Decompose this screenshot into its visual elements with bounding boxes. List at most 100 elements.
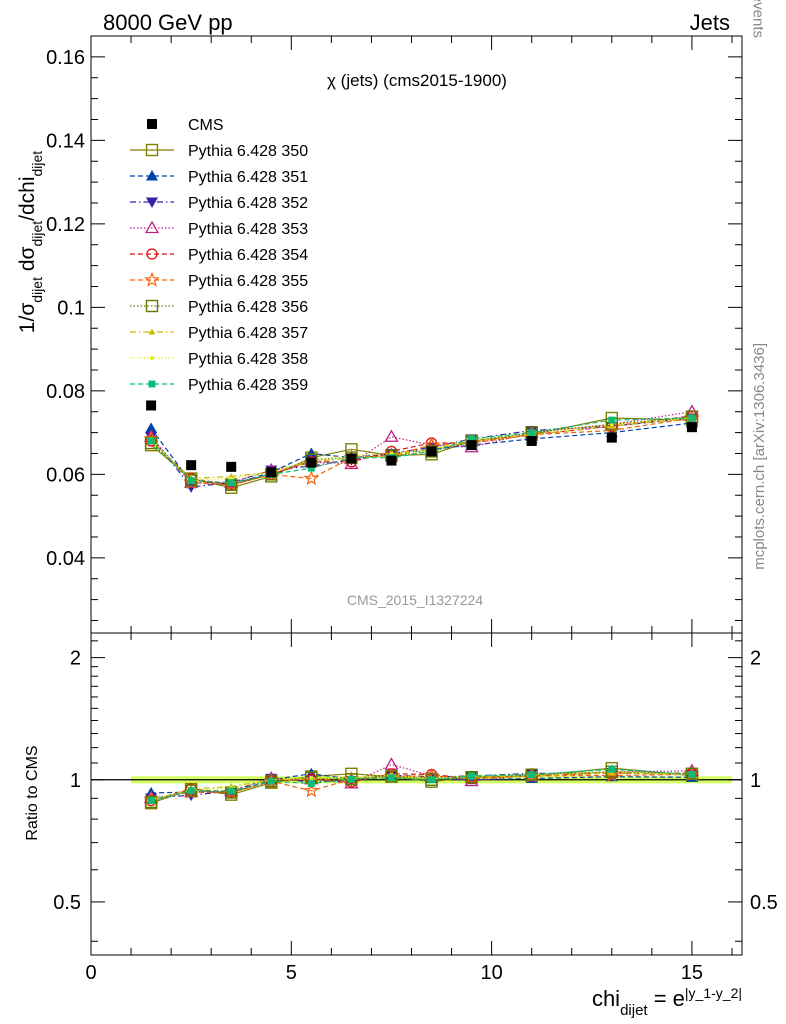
legend-label: Pythia 6.428 358 bbox=[188, 351, 308, 368]
legend-label: Pythia 6.428 359 bbox=[188, 377, 308, 394]
watermark-analysis-id: CMS_2015_I1327224 bbox=[347, 592, 483, 608]
legend-marker bbox=[146, 248, 158, 260]
main-y-tick-label: 0.14 bbox=[46, 130, 85, 152]
data-point bbox=[266, 467, 277, 478]
ratio-point bbox=[227, 787, 235, 795]
legend-marker bbox=[146, 197, 158, 208]
legend-item-pythia-6-428-351: Pythia 6.428 351 bbox=[130, 169, 308, 186]
main-panel: χ (jets) (cms2015-1900) CMS_2015_I132722… bbox=[16, 35, 743, 634]
ratio-line bbox=[150, 773, 692, 800]
data-point bbox=[145, 422, 158, 433]
series-pythia-6-428-356 bbox=[144, 410, 699, 491]
main-x-axis bbox=[90, 36, 733, 633]
legend-label: Pythia 6.428 357 bbox=[188, 325, 308, 342]
ratio-series-group bbox=[143, 757, 700, 810]
ratio-point bbox=[468, 772, 476, 780]
data-point bbox=[426, 446, 437, 457]
x-axis-label: chidijet = e|y_1-y_2| bbox=[592, 985, 742, 1019]
ratio-point bbox=[307, 779, 315, 787]
data-point bbox=[386, 455, 397, 466]
legend-item-pythia-6-428-354: Pythia 6.428 354 bbox=[130, 247, 308, 264]
legend: CMS Pythia 6.428 350 Pythia 6.428 351 Pythi… bbox=[130, 117, 308, 394]
ratio-y-tick-label-right: 1 bbox=[750, 770, 761, 792]
ratio-y-axis-label: Ratio to CMS bbox=[24, 745, 41, 840]
legend-item-pythia-6-428-353: Pythia 6.428 353 bbox=[130, 220, 308, 238]
series-line bbox=[150, 416, 692, 486]
legend-label: Pythia 6.428 351 bbox=[188, 169, 308, 186]
legend-marker bbox=[144, 220, 160, 234]
data-point bbox=[608, 416, 616, 424]
data-point bbox=[307, 464, 315, 472]
main-y-tick-label: 0.04 bbox=[46, 548, 85, 570]
ratio-point bbox=[309, 775, 314, 780]
legend-item-cms: CMS bbox=[147, 117, 224, 134]
main-y-tick-label: 0.1 bbox=[57, 297, 85, 319]
data-point bbox=[528, 429, 536, 437]
legend-marker bbox=[144, 271, 160, 287]
data-point bbox=[468, 435, 476, 443]
legend-label: Pythia 6.428 350 bbox=[188, 143, 308, 160]
chart-title: χ (jets) (cms2015-1900) bbox=[327, 71, 507, 90]
mcplots-reference-label: mcplots.cern.ch [arXiv:1306.3436] bbox=[751, 343, 768, 570]
x-tick-label: 5 bbox=[286, 962, 297, 984]
main-y-tick-label: 0.12 bbox=[46, 214, 85, 236]
ratio-y-tick-label: 0.5 bbox=[53, 892, 81, 914]
ratio-point bbox=[608, 765, 616, 773]
legend-marker bbox=[148, 380, 156, 388]
main-series-group bbox=[143, 400, 700, 494]
series-line bbox=[150, 417, 692, 484]
series-cms bbox=[146, 400, 697, 478]
legend-marker bbox=[148, 328, 156, 335]
ratio-point bbox=[303, 782, 320, 798]
ratio-series-pythia-6-428-355 bbox=[143, 766, 700, 806]
ratio-y-tick-label: 1 bbox=[70, 770, 81, 792]
ratio-y-tick-label: 2 bbox=[70, 648, 81, 670]
ratio-point bbox=[187, 787, 195, 795]
data-point bbox=[147, 437, 155, 445]
ratio-point bbox=[347, 775, 355, 783]
legend-label: Pythia 6.428 352 bbox=[188, 195, 308, 212]
legend-item-pythia-6-428-355: Pythia 6.428 355 bbox=[130, 271, 308, 290]
x-tick-label: 15 bbox=[681, 962, 703, 984]
data-point bbox=[306, 457, 317, 468]
data-point bbox=[146, 400, 157, 411]
data-point bbox=[186, 460, 197, 471]
ratio-y-axis: 0.5 0.5 1 1 2 2 bbox=[53, 640, 778, 942]
ratio-line bbox=[150, 768, 692, 802]
main-y-tick-label: 0.08 bbox=[46, 381, 85, 403]
series-line bbox=[150, 417, 692, 489]
legend-label: CMS bbox=[188, 117, 224, 134]
data-point bbox=[526, 435, 537, 446]
main-y-axis: 0.04 0.06 0.08 0.1 0.12 0.14 0.16 bbox=[46, 47, 742, 621]
ratio-line bbox=[150, 772, 692, 802]
ratio-point bbox=[688, 770, 696, 778]
data-point bbox=[303, 470, 320, 486]
legend-item-pythia-6-428-358: Pythia 6.428 358 bbox=[130, 351, 308, 368]
data-point bbox=[688, 414, 696, 422]
legend-marker bbox=[147, 119, 157, 129]
legend-label: Pythia 6.428 353 bbox=[188, 221, 308, 238]
legend-marker bbox=[145, 143, 159, 157]
main-y-tick-label: 0.16 bbox=[46, 47, 85, 69]
ratio-y-tick-label-right: 0.5 bbox=[750, 892, 778, 914]
ratio-point bbox=[384, 757, 399, 770]
legend-label: Pythia 6.428 356 bbox=[188, 299, 308, 316]
legend-marker bbox=[145, 299, 159, 313]
x-tick-label: 10 bbox=[480, 962, 502, 984]
data-point bbox=[226, 461, 237, 472]
data-point bbox=[686, 422, 697, 433]
legend-marker bbox=[150, 356, 154, 360]
ratio-series-pythia-6-428-359 bbox=[147, 765, 696, 805]
legend-item-pythia-6-428-352: Pythia 6.428 352 bbox=[130, 195, 308, 212]
rivet-version-label: Rivet 3.1.10, ≥ 2M events bbox=[750, 0, 767, 38]
data-point bbox=[346, 453, 357, 464]
data-point bbox=[606, 432, 617, 443]
x-tick-label: 0 bbox=[85, 962, 96, 984]
series-line bbox=[150, 417, 692, 482]
legend-item-pythia-6-428-359: Pythia 6.428 359 bbox=[130, 377, 308, 394]
ratio-y-tick-label-right: 2 bbox=[750, 648, 761, 670]
header-energy-label: 8000 GeV pp bbox=[103, 10, 233, 35]
header-process-label: Jets bbox=[690, 10, 730, 35]
ratio-point bbox=[387, 774, 395, 782]
data-point bbox=[187, 477, 195, 485]
